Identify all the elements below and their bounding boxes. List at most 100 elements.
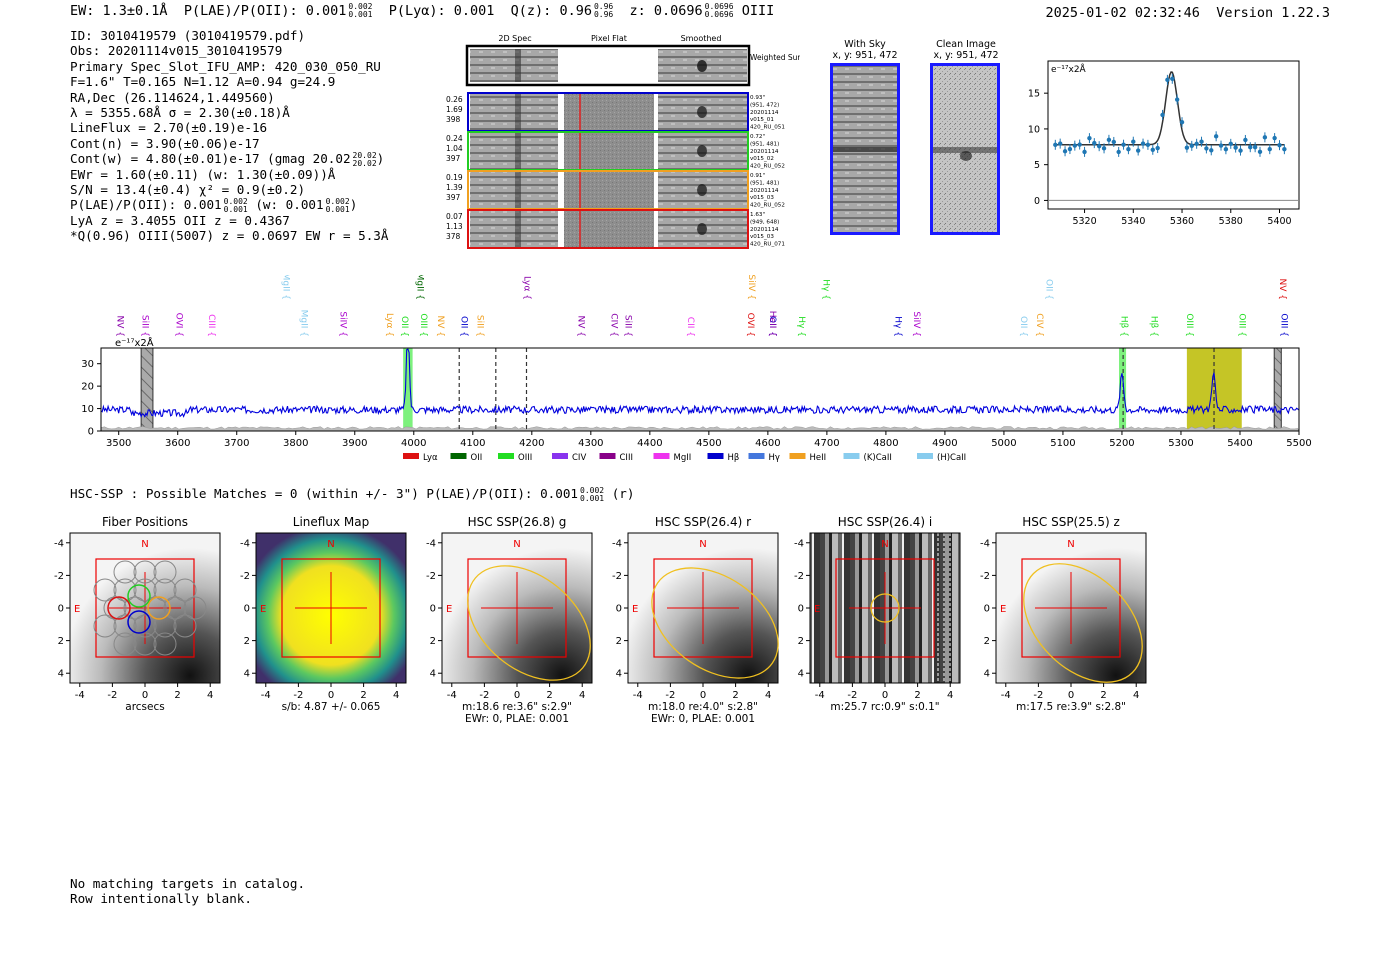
footer-notes: No matching targets in catalog. Row inten… [70, 876, 305, 906]
hsc-xtick-label-4-3: 2 [914, 690, 920, 701]
line-label-11: NV { [435, 316, 445, 337]
hsc-xtick-label-1-0: -4 [261, 690, 271, 701]
zoom-point-18 [1140, 141, 1146, 146]
line-label-17: SiII { [623, 315, 633, 337]
spec-xtick-label-14: 4900 [932, 438, 957, 449]
compass-e-4: E [814, 604, 820, 615]
with-sky-title: With Sky x, y: 951, 472 [810, 39, 920, 61]
hsc-panel-title-0: Fiber Positions [102, 515, 188, 529]
info-plae-lo: 0.001 [223, 204, 248, 214]
hsc-panel-title-5: HSC SSP(25.5) z [1022, 515, 1120, 529]
fiber-14 [113, 614, 137, 638]
zoom-point-3 [1067, 146, 1073, 152]
legend-label-5: MgII [674, 453, 692, 463]
hsc-xtick-label-1-3: 2 [360, 690, 366, 701]
zoom-point-26 [1179, 119, 1185, 125]
timestamp: 2025-01-02 02:32:46 [1045, 5, 1200, 21]
line-label-28: CIV { [1034, 313, 1044, 337]
fiber-3 [93, 578, 117, 602]
aperture-box-4 [835, 558, 935, 658]
cutout-row-0-val-0: 0.26 [446, 95, 463, 104]
zoom-point-20 [1150, 147, 1155, 152]
compass-e-2: E [446, 604, 452, 615]
line-label-24: Hγ { [820, 279, 830, 300]
spec-ytick-label-2: 20 [81, 382, 94, 393]
hsc-panel-2: HSC SSP(26.8) g N E -4 4 -2 2 0 0 2 -2 4 -4 m:18.6 re… [426, 515, 593, 725]
plya-value: P(Lyα): 0.001 [388, 3, 495, 19]
spectrum-bands [140, 347, 1282, 432]
clean-image [930, 63, 1000, 235]
zoom-point-42 [1257, 149, 1263, 155]
aperture-box-3 [653, 558, 753, 658]
cutout-row-0-meta-0: 0.93" [750, 95, 765, 101]
aperture-box-5 [1021, 558, 1121, 658]
hsc-ytick-label-2-0: 4 [430, 669, 436, 680]
hsc-panel-3: HSC SSP(26.4) r N E -4 4 -2 2 0 0 2 -2 4 -4 m:18.0 re… [612, 515, 779, 725]
hsc-cutout-panels: Fiber Positions N E -4 4 -2 2 0 0 2 -2 4 -4 arcsecs Li… [54, 515, 1147, 725]
col-label-smoothed: Smoothed [681, 34, 722, 43]
clean-image-coords: x, y: 951, 472 [933, 50, 999, 61]
zoom-point-35 [1223, 147, 1229, 152]
compass-e-3: E [632, 604, 638, 615]
line-label-4: MgII { [280, 275, 290, 300]
hsc-ytick-label-3-1: 2 [616, 636, 622, 647]
zoom-unit-label: e⁻¹⁷x2Å [1051, 63, 1087, 75]
hsc-panel-0: Fiber Positions N E -4 4 -2 2 0 0 2 -2 4 -4 arcsecs [54, 515, 221, 713]
hsc-xtick-label-4-4: 4 [947, 690, 953, 701]
cutout-row-2-val-0: 0.19 [446, 173, 463, 182]
zoom-point-21 [1155, 145, 1160, 151]
hsc-xtick-label-3-2: 0 [700, 690, 706, 701]
hsc-ytick-label-0-4: -4 [54, 538, 64, 549]
spec-xtick-label-19: 5400 [1227, 438, 1252, 449]
line-label-26: SiIV { [911, 311, 921, 337]
fiber-18 [113, 632, 137, 656]
hsc-ytick-label-0-0: 4 [58, 669, 64, 680]
hsc-ytick-label-4-0: 4 [798, 669, 804, 680]
fiber-red [107, 596, 131, 620]
compass-e-0: E [74, 604, 80, 615]
hsc-ytick-label-0-2: 0 [58, 604, 64, 615]
hsc-xtick-label-5-4: 4 [1133, 690, 1139, 701]
zoom-ytick-label-2: 10 [1028, 124, 1040, 135]
spec-xtick-label-3: 3800 [283, 438, 308, 449]
zoom-point-5 [1077, 142, 1082, 147]
line-label-9: MgII { [414, 275, 424, 300]
hsc-xtick-label-4-2: 0 [882, 690, 888, 701]
shaded-band-0 [403, 348, 413, 431]
zoom-point-16 [1131, 139, 1136, 144]
hsc-ytick-label-3-2: 0 [616, 604, 622, 615]
line-label-16: CIV { [608, 313, 618, 337]
cutout-row-3-meta-1: (949, 648) [750, 219, 779, 225]
spec-ytick-label-1: 10 [81, 404, 94, 415]
info-obs: Obs: 20201114v015_3010419579 [70, 43, 283, 59]
legend-swatch-1 [450, 453, 467, 459]
hsc-ytick-label-1-0: 4 [244, 669, 250, 680]
zoom-xtick-label-4: 5400 [1267, 216, 1291, 227]
zoom-point-4 [1072, 143, 1078, 148]
spec-xtick-label-20: 5500 [1286, 438, 1311, 449]
legend-swatch-2 [498, 453, 514, 459]
cutouts-panel: 2D Spec Pixel Flat Smoothed Weighted Sum… [446, 34, 800, 249]
hsc-xtick-label-3-0: -4 [633, 690, 643, 701]
footer-line-2: Row intentionally blank. [70, 891, 252, 906]
zoom-point-14 [1121, 142, 1126, 147]
fiber-2 [153, 560, 177, 584]
compass-n-2: N [513, 539, 520, 550]
sep-ellipse-5 [1023, 563, 1143, 683]
hsc-ytick-label-4-4: -4 [794, 538, 804, 549]
line-label-23: Hγ { [796, 316, 806, 337]
hsc-caption2-2: EWr: 0, PLAE: 0.001 [465, 713, 569, 725]
legend-label-4: CIII [620, 453, 633, 463]
weighted-sum-label: Weighted Sum [750, 53, 800, 62]
zoom-ytick-label-3: 15 [1028, 89, 1040, 100]
detection-info: ID: 3010419579 (3010419579.pdf) Obs: 202… [70, 28, 388, 243]
fiber-19 [133, 632, 157, 656]
spectrum-frame [100, 347, 1300, 432]
fiber-17 [173, 614, 197, 638]
line-label-29: OII { [1043, 279, 1053, 300]
zoom-point-25 [1174, 97, 1180, 102]
cutout-row-3-val-0: 0.07 [446, 212, 463, 221]
zoom-xtick-label-2: 5360 [1170, 216, 1194, 227]
plae-w-hi: 0.002 [325, 196, 350, 206]
hsc-panel-4: HSC SSP(26.4) i N E -4 4 -2 2 0 0 2 -2 4 -4 m:25.7 rc… [794, 515, 961, 713]
